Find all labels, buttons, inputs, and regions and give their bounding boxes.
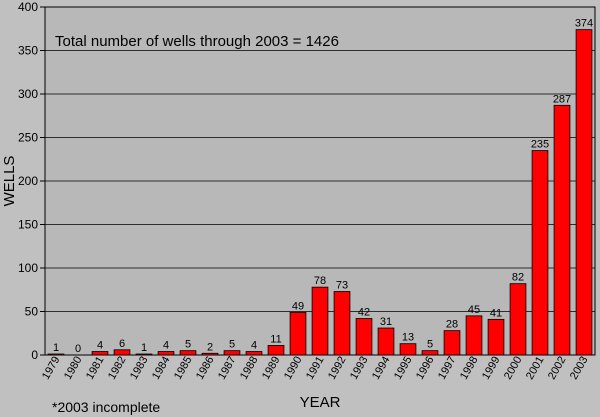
bar (135, 353, 153, 356)
bars (47, 29, 593, 356)
data-label: 42 (358, 306, 370, 318)
data-label: 49 (292, 300, 304, 312)
x-tick-label: 1985 (172, 355, 195, 382)
data-label: 41 (490, 307, 502, 319)
x-tick-label: 1995 (392, 355, 415, 382)
x-tick-label: 2002 (546, 355, 569, 382)
x-tick-label: 1994 (370, 355, 393, 382)
y-tick-label: 250 (18, 131, 38, 145)
data-label: 11 (270, 333, 281, 345)
data-label: 1 (141, 342, 147, 354)
bar (421, 350, 439, 356)
x-tick-label: 1982 (106, 355, 129, 382)
x-tick-label: 1984 (150, 355, 173, 382)
gridlines (45, 50, 595, 312)
bar (487, 318, 505, 356)
data-label: 235 (531, 139, 549, 151)
data-label: 374 (575, 18, 593, 30)
bar (157, 351, 175, 356)
bar (531, 150, 549, 356)
data-label: 5 (427, 339, 433, 351)
y-tick-label: 400 (18, 0, 38, 14)
y-axis-label: WELLS (1, 156, 18, 207)
data-label: 4 (97, 340, 103, 352)
y-axis-ticks: 0 50 100 150 200 250 300 350 400 (18, 0, 45, 362)
bar (267, 345, 285, 356)
bar (91, 351, 109, 356)
x-tick-label: 1981 (84, 355, 107, 382)
data-label: 2 (207, 341, 213, 353)
x-tick-label: 1991 (304, 355, 327, 382)
x-axis-label: YEAR (300, 394, 341, 411)
bar (333, 291, 351, 356)
chart-annotation: Total number of wells through 2003 = 142… (55, 33, 339, 50)
bar (201, 352, 219, 356)
bar (47, 353, 65, 356)
y-tick-label: 200 (18, 174, 38, 188)
bar (355, 318, 373, 356)
x-tick-label: 1988 (238, 355, 261, 382)
data-label: 73 (336, 279, 348, 291)
data-label: 287 (553, 93, 571, 105)
x-tick-label: 2001 (524, 355, 547, 382)
data-label: 28 (446, 319, 458, 331)
data-label: 4 (251, 340, 257, 352)
bar (553, 104, 571, 356)
x-tick-label: 2000 (502, 355, 525, 382)
x-tick-label: 1983 (128, 355, 151, 382)
x-tick-label: 1996 (414, 355, 437, 382)
bar (399, 343, 417, 356)
x-tick-label: 1986 (194, 355, 217, 382)
x-tick-label: 1998 (458, 355, 481, 382)
x-tick-label: 1987 (216, 355, 239, 382)
x-tick-label: 1997 (436, 355, 459, 382)
data-label: 5 (229, 339, 235, 351)
bar (443, 330, 461, 356)
y-tick-label: 300 (18, 87, 38, 101)
bar (377, 327, 395, 356)
x-tick-label: 1990 (282, 355, 305, 382)
bar (179, 350, 197, 356)
data-label: 5 (185, 339, 191, 351)
data-label: 13 (402, 332, 414, 344)
data-label: 31 (380, 316, 392, 328)
data-label: 78 (314, 275, 326, 287)
y-tick-label: 150 (18, 218, 38, 232)
data-label: 6 (119, 338, 125, 350)
x-tick-label: 1999 (480, 355, 503, 382)
x-tick-label: 1992 (326, 355, 349, 382)
footnote: *2003 incomplete (52, 399, 160, 415)
bar (465, 315, 483, 356)
x-tick-label: 1980 (62, 355, 85, 382)
bar (575, 29, 593, 356)
x-tick-label: 1993 (348, 355, 371, 382)
data-label: 82 (512, 272, 524, 284)
bar (245, 351, 263, 356)
x-tick-label: 2003 (568, 355, 591, 382)
bar (311, 286, 329, 356)
x-tick-label: 1979 (40, 355, 63, 382)
data-label: 1 (53, 342, 59, 354)
data-label: 45 (468, 304, 480, 316)
bar (223, 350, 241, 356)
y-tick-label: 100 (18, 261, 38, 275)
data-label: 4 (163, 340, 169, 352)
data-label: 0 (75, 343, 81, 355)
bar (509, 283, 527, 356)
bar (289, 311, 307, 356)
bar (113, 349, 131, 356)
x-tick-label: 1989 (260, 355, 283, 382)
y-tick-label: 0 (31, 348, 38, 362)
y-tick-label: 50 (25, 305, 39, 319)
x-axis-ticks: 1979 1980 1981 1982 1983 1984 1985 1986 1987 1988… (40, 355, 591, 382)
y-tick-label: 350 (18, 44, 38, 58)
